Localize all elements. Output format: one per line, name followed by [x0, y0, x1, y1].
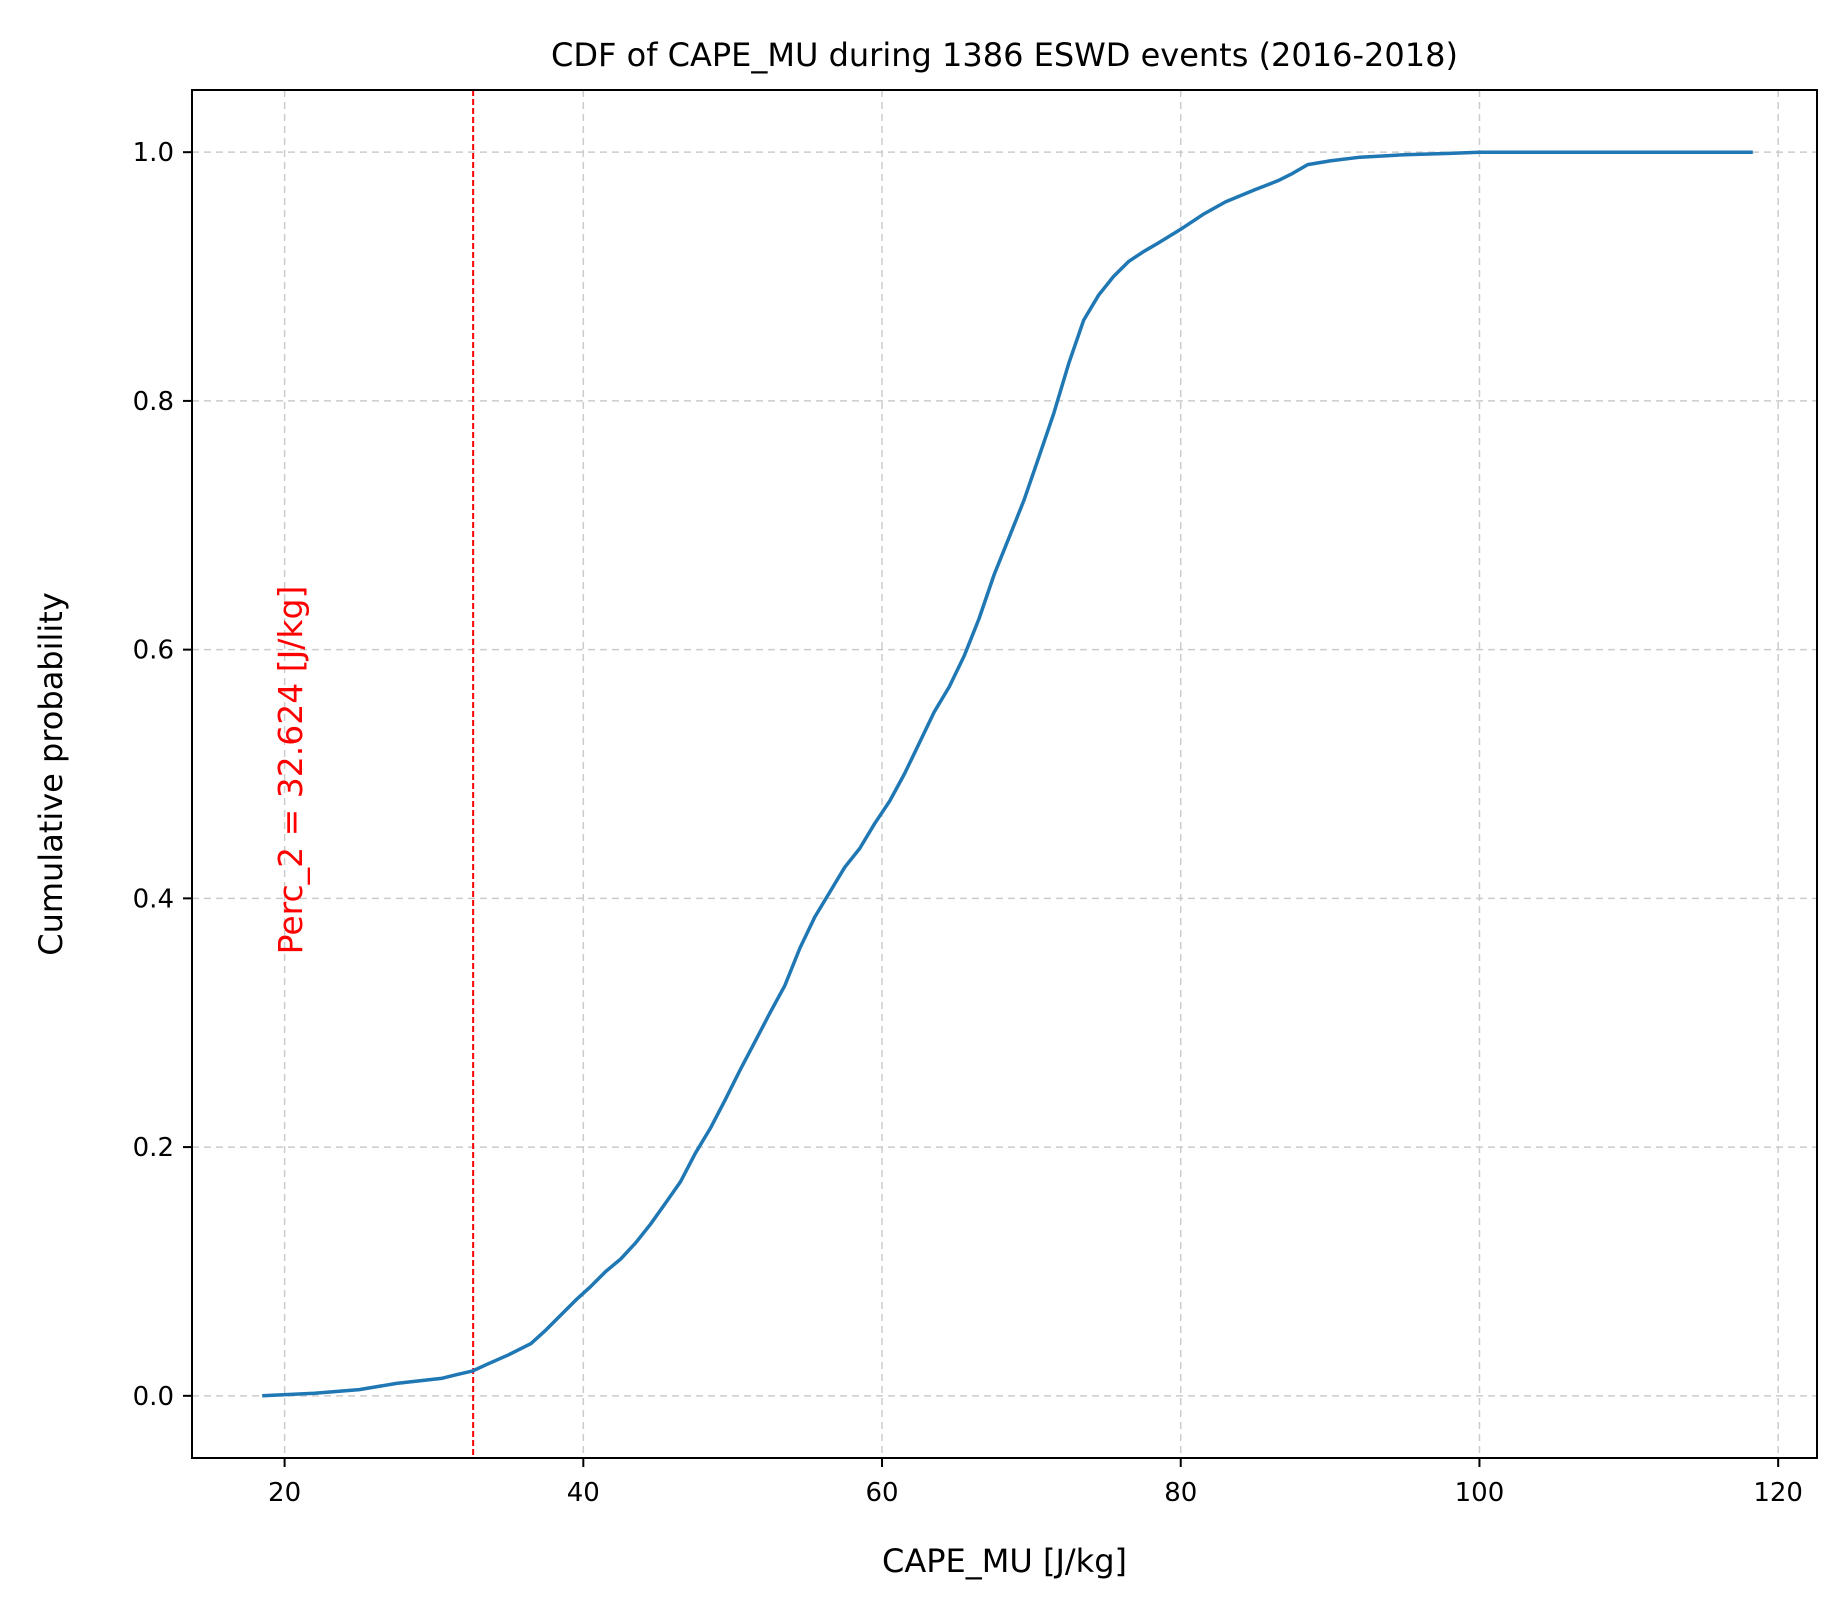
- plot-series: [262, 150, 1753, 1398]
- y-axis-label: Cumulative probability: [32, 592, 70, 956]
- grid-lines: [192, 90, 1817, 1458]
- plot-frame: [191, 89, 1818, 1459]
- y-tick-label: 0.2: [133, 1133, 174, 1163]
- chart-title: CDF of CAPE_MU during 1386 ESWD events (…: [551, 36, 1458, 74]
- x-tick-label: 120: [1753, 1478, 1803, 1508]
- y-tick-label: 0.8: [133, 387, 174, 417]
- y-tick-label: 0.6: [133, 636, 174, 666]
- axis-ticks: 20 40 60 80 100 120 0.0 0.2 0.4 0.6 0.8 1.0: [133, 138, 1803, 1508]
- cdf-line: [262, 150, 1753, 1398]
- x-tick-label: 20: [268, 1478, 301, 1508]
- x-tick-label: 40: [567, 1478, 600, 1508]
- y-tick-label: 0.4: [133, 884, 174, 914]
- y-tick-label: 0.0: [133, 1382, 174, 1412]
- x-axis-label: CAPE_MU [J/kg]: [882, 1542, 1127, 1580]
- x-tick-label: 60: [865, 1478, 898, 1508]
- percentile-annotation: Perc_2 = 32.624 [J/kg]: [271, 586, 310, 955]
- x-tick-label: 100: [1455, 1478, 1505, 1508]
- x-tick-label: 80: [1164, 1478, 1197, 1508]
- y-tick-label: 1.0: [133, 138, 174, 168]
